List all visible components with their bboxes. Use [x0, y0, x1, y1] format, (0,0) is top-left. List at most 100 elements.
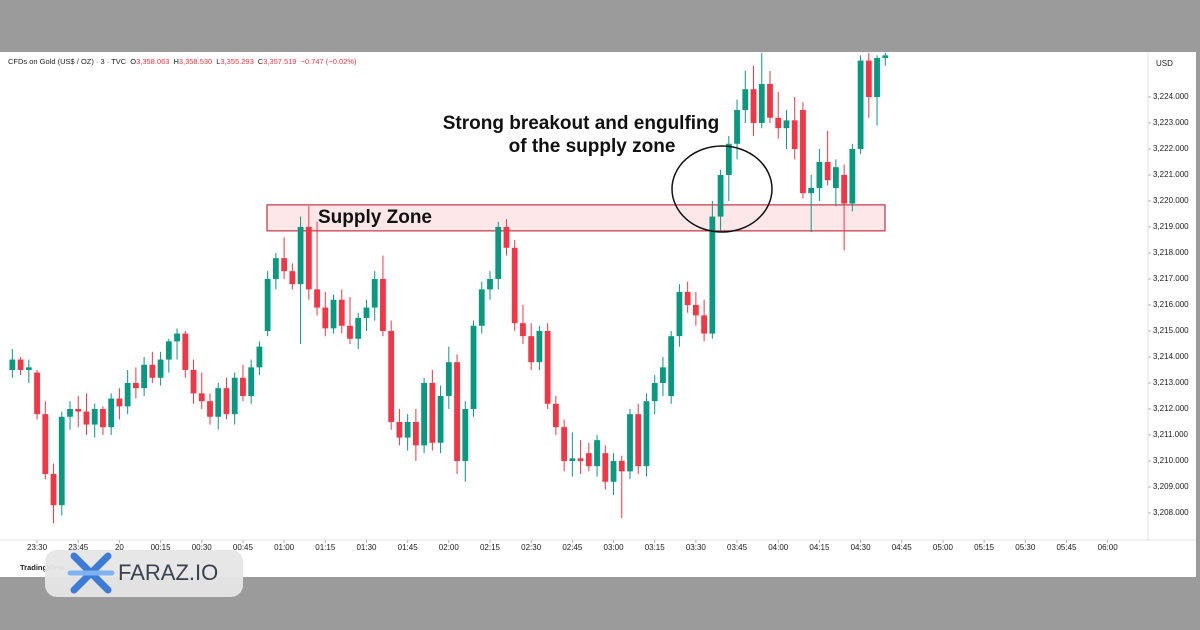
- candle-body: [775, 117, 782, 129]
- candle-body: [569, 458, 576, 461]
- candle-body: [421, 382, 428, 446]
- candle-body: [709, 216, 716, 334]
- y-tick-label: 3,211.000: [1153, 430, 1189, 439]
- candle-body: [478, 289, 485, 326]
- x-tick-label: 02:15: [480, 543, 501, 552]
- candle-body: [83, 411, 90, 425]
- candle-body: [676, 291, 683, 337]
- x-tick-label: 04:30: [851, 543, 872, 552]
- candle-body: [322, 307, 329, 329]
- candle-body: [701, 315, 708, 334]
- annotation: of the supply zone: [509, 136, 676, 157]
- candle-body: [108, 398, 115, 428]
- candle-body: [544, 330, 551, 404]
- x-tick-label: 02:00: [439, 543, 460, 552]
- candle-body: [742, 89, 749, 110]
- ohlc-label: O: [130, 57, 136, 66]
- candle-body: [75, 408, 82, 412]
- candle-body: [495, 226, 502, 279]
- y-tick-label: 3,221.000: [1153, 170, 1189, 179]
- candle-body: [380, 278, 386, 331]
- watermark-text: FARAZ.IO: [118, 560, 218, 585]
- candle-body: [627, 414, 633, 472]
- x-tick-label: 03:15: [645, 543, 666, 552]
- candle-body: [215, 388, 222, 417]
- x-tick-label: 23:45: [68, 543, 89, 552]
- candle-body: [865, 60, 872, 97]
- candle-body: [281, 258, 288, 272]
- y-tick-label: 3,220.000: [1153, 196, 1189, 205]
- x-tick-label: 01:45: [398, 543, 419, 552]
- candle-body: [256, 346, 263, 368]
- x-tick-label: 05:45: [1056, 543, 1077, 552]
- ohlc-value: 3,358.063: [136, 57, 169, 66]
- candle-body: [116, 398, 123, 407]
- y-tick-label: 3,217.000: [1153, 274, 1189, 283]
- candle-body: [363, 307, 370, 318]
- candle-body: [610, 460, 617, 482]
- candle-body: [585, 453, 592, 467]
- candle-body: [445, 362, 452, 396]
- x-tick-label: 03:45: [727, 543, 748, 552]
- candle-body: [758, 83, 765, 123]
- x-tick-label: 04:00: [768, 543, 789, 552]
- candle-body: [132, 382, 139, 389]
- candle-body: [264, 278, 271, 331]
- candle-body: [223, 388, 230, 415]
- x-tick-label: 06:00: [1098, 543, 1119, 552]
- candle-body: [577, 458, 584, 461]
- candle-body: [289, 271, 296, 285]
- x-tick-label: 02:45: [562, 543, 583, 552]
- watermark-icon: [67, 552, 115, 594]
- y-tick-label: 3,218.000: [1153, 248, 1189, 257]
- candle-body: [511, 247, 518, 324]
- candle-body: [58, 416, 65, 506]
- candle-body: [725, 143, 732, 175]
- ohlc-value: 3,357.519: [263, 57, 296, 66]
- candle-body: [717, 174, 724, 217]
- currency-label: USD: [1156, 59, 1173, 68]
- candle-body: [240, 377, 246, 396]
- candle-body: [808, 187, 815, 194]
- candle-body: [297, 226, 304, 285]
- x-tick-label: 20: [115, 543, 124, 552]
- candle-body: [791, 120, 798, 149]
- plot-area: [9, 52, 889, 524]
- candle-body: [618, 460, 625, 472]
- chart-header: CFDs on Gold (US$ / OZ) · 3 · TVC O3,358.…: [8, 57, 357, 66]
- candle-body: [824, 161, 831, 181]
- y-tick-label: 3,219.000: [1153, 222, 1189, 231]
- ohlc-label: H: [173, 57, 178, 66]
- candle-body: [396, 421, 403, 438]
- x-tick-label: 00:15: [151, 543, 172, 552]
- candle-body: [454, 362, 460, 461]
- x-tick-label: 04:15: [809, 543, 830, 552]
- ohlc-value: 3,355.293: [220, 57, 253, 66]
- candle-body: [470, 325, 477, 409]
- candle-body: [734, 109, 740, 144]
- ohlc-label: L: [216, 57, 220, 66]
- candle-body: [157, 359, 164, 378]
- x-tick-label: 04:45: [892, 543, 913, 552]
- candle-body: [437, 395, 444, 443]
- highlight-circle: [671, 145, 773, 233]
- candle-body: [330, 299, 337, 329]
- symbol: CFDs on Gold (US$ / OZ) · 3 · TVC: [8, 57, 127, 66]
- ohlc-label: C: [258, 57, 264, 66]
- candle-body: [182, 333, 189, 370]
- candle-body: [651, 382, 658, 402]
- x-tick-label: 00:45: [233, 543, 254, 552]
- candle-body: [800, 109, 806, 194]
- y-tick-label: 3,213.000: [1153, 378, 1189, 387]
- candle-body: [272, 258, 279, 279]
- x-tick-label: 23:30: [27, 543, 48, 552]
- candle-body: [25, 367, 32, 370]
- candle-body: [9, 359, 16, 370]
- candle-body: [34, 372, 40, 415]
- y-tick-label: 3,216.000: [1153, 300, 1189, 309]
- candle-body: [412, 421, 419, 446]
- candle-body: [750, 89, 757, 123]
- candle-body: [552, 403, 559, 428]
- candle-body: [503, 226, 510, 248]
